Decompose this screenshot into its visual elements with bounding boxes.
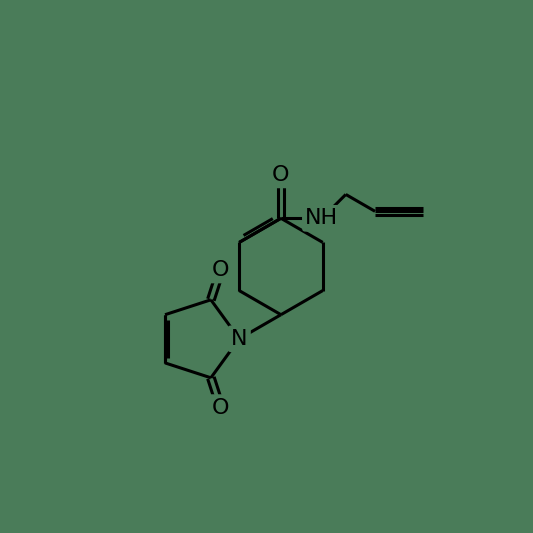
- Text: O: O: [212, 260, 229, 280]
- Text: NH: NH: [305, 208, 338, 228]
- Text: N: N: [231, 329, 247, 349]
- Text: O: O: [212, 398, 229, 417]
- Text: O: O: [272, 165, 290, 185]
